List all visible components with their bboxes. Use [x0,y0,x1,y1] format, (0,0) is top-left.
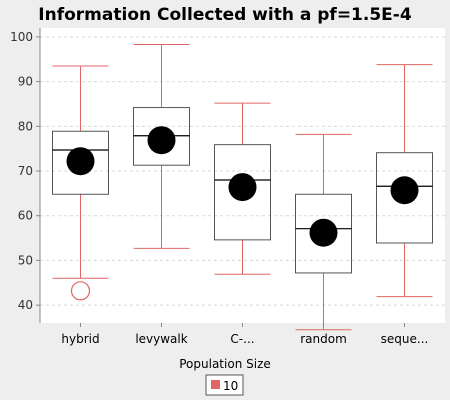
y-tick-label: 40 [18,298,33,312]
x-tick-label: hybrid [61,332,99,346]
y-axis: 40 50 60 70 80 90 100 [10,30,40,312]
iqr-box [133,107,190,166]
mean-marker [309,218,338,247]
box-C-... [214,102,271,275]
x-tick-label: C-... [230,332,254,346]
iqr-box [295,193,352,274]
outlier-point [70,281,91,301]
legend: 10 [205,374,244,396]
box-levywalk [133,44,190,249]
mean-marker [66,147,95,176]
mean-marker [228,173,257,202]
y-tick-label: 100 [10,30,33,44]
x-axis: hybrid levywalk C-... random seque... [61,323,428,346]
mean-marker [147,126,176,155]
x-tick-label: random [300,332,347,346]
y-tick-label: 80 [18,119,33,133]
mean-marker [390,176,419,205]
legend-title: Population Size [179,357,271,371]
box-seque... [376,64,433,298]
y-tick-label: 50 [18,253,33,267]
legend-label: 10 [223,379,238,393]
iqr-box [376,152,433,244]
gridlines [40,36,445,306]
y-tick-label: 60 [18,209,33,223]
box-random [295,133,352,331]
iqr-box [52,130,109,195]
x-tick-label: seque... [381,332,429,346]
y-tick-label: 70 [18,164,33,178]
chart-title: Information Collected with a pf=1.5E-4 [38,5,412,25]
x-tick-label: levywalk [135,332,187,346]
y-tick-label: 90 [18,75,33,89]
box-series [52,44,433,331]
iqr-box [214,144,271,241]
box-hybrid [52,65,109,301]
legend-swatch [211,380,220,389]
